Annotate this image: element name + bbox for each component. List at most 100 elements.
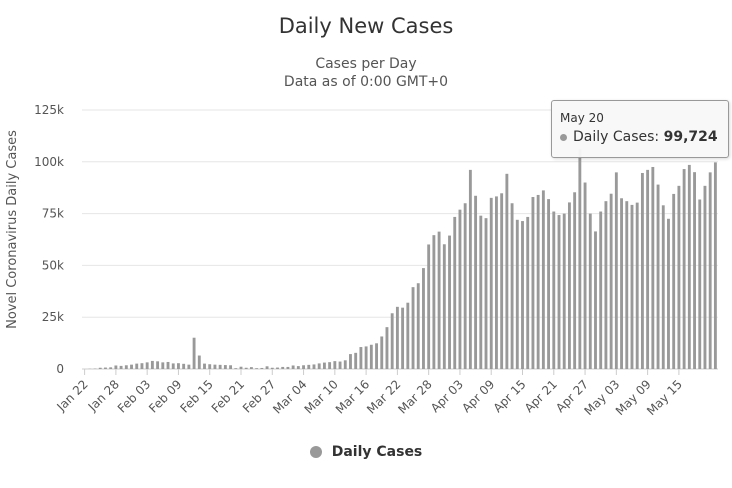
bar[interactable]	[135, 363, 139, 369]
bar[interactable]	[474, 195, 478, 369]
bar[interactable]	[495, 196, 498, 369]
bar[interactable]	[640, 172, 644, 369]
bar[interactable]	[354, 352, 358, 369]
bar[interactable]	[124, 365, 128, 369]
bar[interactable]	[536, 194, 540, 369]
legend[interactable]: Daily Cases	[0, 444, 732, 460]
bar[interactable]	[547, 199, 551, 369]
bar[interactable]	[166, 361, 170, 369]
bar[interactable]	[604, 201, 608, 369]
bar[interactable]	[677, 185, 681, 369]
bar[interactable]	[171, 363, 175, 369]
bar[interactable]	[708, 172, 712, 369]
bar[interactable]	[161, 362, 165, 369]
bar[interactable]	[698, 199, 702, 369]
bar[interactable]	[317, 363, 321, 369]
bar[interactable]	[463, 203, 467, 369]
bar[interactable]	[625, 201, 629, 369]
bar[interactable]	[302, 365, 305, 369]
bar[interactable]	[182, 363, 186, 369]
bar[interactable]	[442, 244, 446, 369]
bar[interactable]	[104, 367, 107, 369]
bar[interactable]	[588, 213, 592, 369]
bar[interactable]	[437, 231, 441, 369]
bar[interactable]	[557, 215, 561, 369]
bar[interactable]	[682, 169, 686, 369]
bar[interactable]	[713, 162, 717, 369]
bar[interactable]	[369, 344, 373, 369]
bar[interactable]	[359, 347, 363, 369]
bar[interactable]	[281, 366, 285, 369]
bar[interactable]	[672, 193, 676, 369]
bar[interactable]	[453, 216, 457, 369]
bar[interactable]	[130, 364, 133, 369]
bar[interactable]	[541, 190, 545, 369]
bar[interactable]	[244, 367, 248, 369]
bar[interactable]	[234, 368, 238, 369]
bar[interactable]	[140, 363, 144, 369]
bar[interactable]	[291, 365, 295, 369]
bar[interactable]	[667, 218, 670, 369]
bar[interactable]	[223, 365, 227, 369]
bar[interactable]	[349, 354, 352, 369]
bar[interactable]	[599, 211, 603, 369]
bar[interactable]	[510, 203, 514, 369]
bar[interactable]	[114, 365, 118, 369]
bar[interactable]	[635, 202, 639, 369]
bar[interactable]	[197, 355, 201, 369]
bar[interactable]	[208, 364, 212, 369]
bar[interactable]	[406, 302, 410, 369]
bar[interactable]	[156, 361, 160, 369]
bar[interactable]	[521, 221, 524, 369]
bar[interactable]	[594, 231, 597, 369]
bar[interactable]	[411, 287, 415, 369]
bar[interactable]	[213, 364, 217, 369]
bar[interactable]	[343, 360, 347, 369]
bar[interactable]	[458, 209, 462, 369]
bar[interactable]	[239, 366, 243, 369]
bar[interactable]	[432, 235, 436, 369]
bar[interactable]	[656, 184, 660, 369]
bar[interactable]	[150, 360, 154, 369]
bar[interactable]	[364, 346, 368, 369]
bar[interactable]	[328, 362, 332, 369]
bar[interactable]	[218, 364, 222, 369]
bar[interactable]	[119, 365, 123, 369]
bar[interactable]	[401, 307, 405, 369]
bar[interactable]	[573, 192, 577, 369]
bar[interactable]	[416, 283, 420, 369]
bar[interactable]	[265, 366, 269, 369]
bar[interactable]	[552, 211, 556, 369]
bar[interactable]	[687, 164, 691, 369]
bar[interactable]	[375, 343, 378, 369]
bar[interactable]	[276, 367, 279, 369]
bar[interactable]	[651, 166, 655, 369]
bar[interactable]	[255, 368, 259, 369]
bar[interactable]	[390, 313, 394, 369]
bar[interactable]	[312, 364, 316, 369]
bar[interactable]	[630, 204, 634, 369]
bar[interactable]	[505, 173, 509, 369]
bar[interactable]	[479, 215, 483, 369]
bar[interactable]	[693, 172, 696, 369]
bar[interactable]	[270, 367, 274, 369]
bar[interactable]	[567, 202, 571, 369]
bar[interactable]	[531, 197, 535, 369]
bar[interactable]	[98, 367, 102, 369]
bar[interactable]	[333, 361, 337, 369]
bar[interactable]	[646, 169, 650, 369]
bar[interactable]	[177, 363, 180, 369]
bar[interactable]	[187, 364, 191, 369]
bar[interactable]	[578, 149, 582, 369]
bar[interactable]	[286, 366, 290, 369]
bar[interactable]	[526, 216, 530, 369]
bar[interactable]	[145, 362, 149, 369]
bar[interactable]	[380, 336, 384, 369]
bar[interactable]	[249, 367, 253, 369]
bar[interactable]	[427, 244, 431, 369]
bar[interactable]	[661, 205, 665, 369]
bar[interactable]	[609, 193, 613, 369]
bar[interactable]	[229, 365, 233, 369]
bar[interactable]	[448, 235, 451, 369]
bar[interactable]	[109, 367, 113, 369]
